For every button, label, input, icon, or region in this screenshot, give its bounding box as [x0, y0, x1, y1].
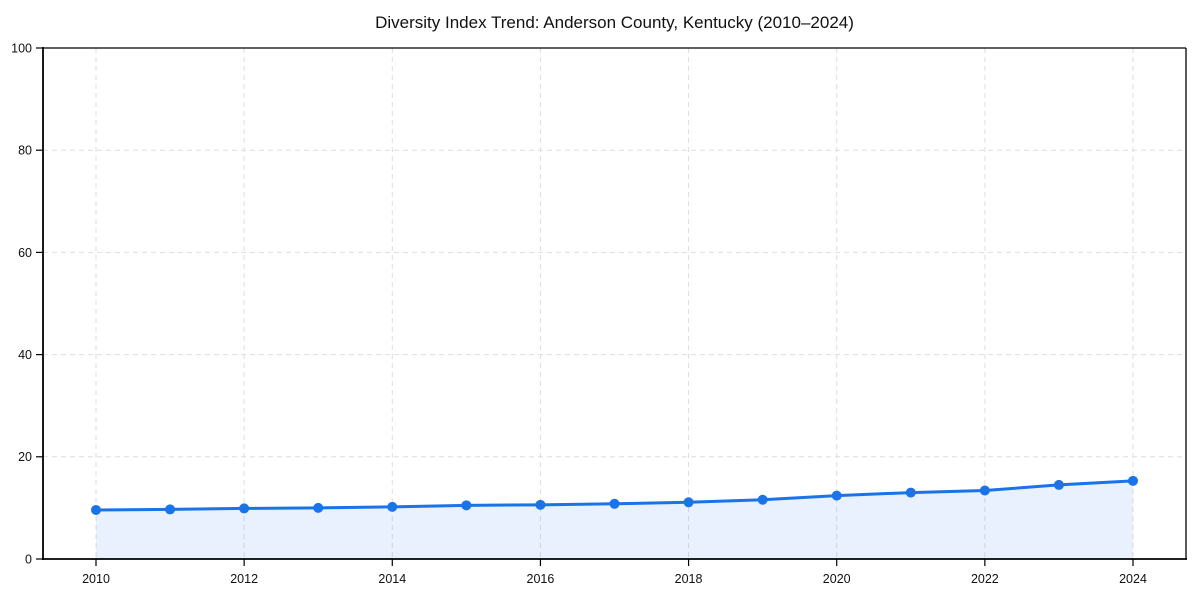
data-point-2019	[757, 494, 768, 505]
x-axis-tick-label: 2024	[1119, 572, 1147, 586]
data-point-2010	[91, 504, 101, 515]
y-axis-tick-label: 80	[18, 144, 32, 158]
data-point-2018	[683, 497, 694, 508]
y-axis-tick-label: 20	[18, 450, 32, 464]
x-axis-tick-label: 2012	[230, 572, 258, 586]
data-point-2012	[239, 503, 250, 514]
data-point-2021	[905, 487, 916, 498]
chart-title: Diversity Index Trend: Anderson County, …	[375, 13, 854, 32]
x-axis-tick-label: 2016	[527, 572, 555, 586]
data-point-2024	[1128, 475, 1138, 486]
y-axis-tick-label: 0	[25, 552, 32, 566]
data-point-2020	[831, 490, 842, 501]
data-point-2014	[387, 501, 398, 512]
x-axis-tick-label: 2018	[675, 572, 703, 586]
data-point-2017	[609, 498, 620, 509]
y-axis-tick-label: 100	[11, 41, 32, 55]
x-axis-tick-label: 2014	[378, 572, 406, 586]
y-axis-tick-label: 40	[18, 348, 32, 362]
data-point-2011	[165, 504, 176, 515]
data-point-2023	[1053, 479, 1064, 490]
x-axis-tick-label: 2022	[971, 572, 999, 586]
data-point-2016	[535, 499, 546, 510]
area-fill	[96, 480, 1133, 559]
y-axis-tick-label: 60	[18, 246, 32, 260]
data-point-2013	[313, 502, 324, 513]
data-point-2015	[461, 500, 472, 511]
x-axis-tick-label: 2020	[823, 572, 851, 586]
x-axis-tick-label: 2010	[82, 572, 110, 586]
data-point-2022	[979, 485, 990, 496]
